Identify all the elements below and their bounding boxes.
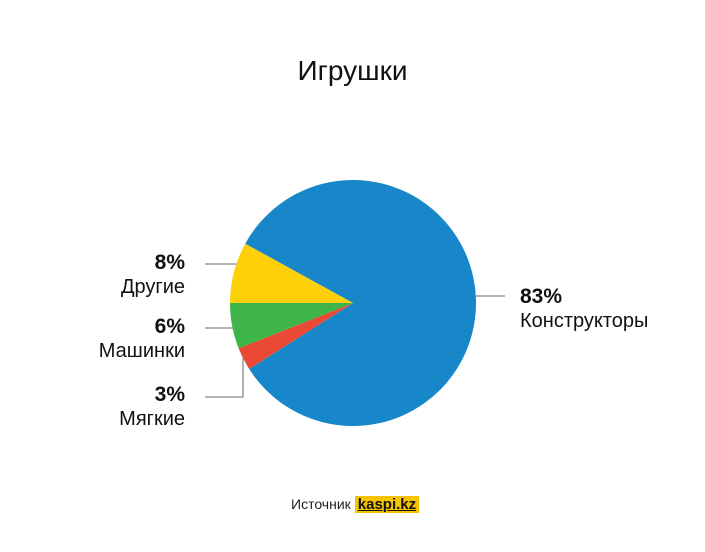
pie-slice-Мягкие — [238, 303, 353, 369]
label-value: 6% — [154, 315, 185, 338]
label-name: Мягкие — [119, 408, 185, 430]
label-value: 83% — [520, 285, 563, 308]
pie-slice-Другие — [230, 243, 353, 303]
pie-slice-Конструкторы — [245, 179, 476, 427]
label-drugie: 8% Другие — [121, 250, 185, 300]
label-value: 8% — [154, 251, 185, 274]
label-mashinki: 6% Машинки — [99, 314, 185, 364]
label-name: Машинки — [98, 340, 185, 362]
source-label: Источник — [291, 496, 351, 512]
label-konstruktory: 83% Конструкторы — [520, 284, 648, 334]
chart-title: Игрушки — [297, 55, 408, 86]
source-link[interactable]: kaspi.kz — [354, 496, 420, 513]
label-name: Другие — [120, 276, 185, 298]
label-name: Конструкторы — [520, 310, 649, 332]
source: Источник kaspi.kz — [291, 496, 420, 513]
pie-slice-Машинки — [230, 303, 353, 349]
label-value: 3% — [154, 383, 185, 406]
label-myagkie: 3% Мягкие — [119, 382, 185, 432]
leader-line-myagkie — [205, 357, 244, 398]
